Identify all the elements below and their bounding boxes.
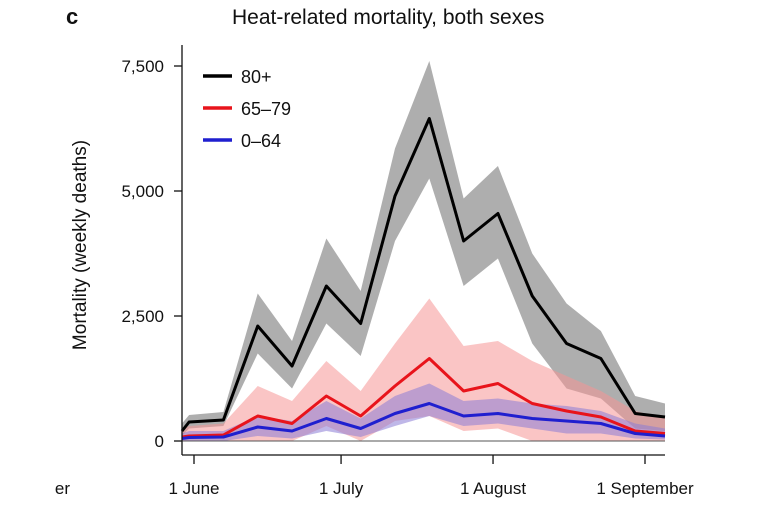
y-tick-label: 5,000	[121, 182, 164, 201]
legend: 80+ 65–79 0–64	[203, 67, 291, 151]
x-tick-label: 1 July	[319, 479, 364, 498]
legend-label: 80+	[241, 67, 272, 87]
chart-title: Heat-related mortality, both sexes	[232, 6, 545, 29]
series-line-0	[180, 117, 666, 432]
y-tick-label: 0	[155, 432, 164, 451]
series-line-1	[181, 357, 666, 439]
panel-label: c	[66, 4, 79, 29]
legend-label: 0–64	[241, 131, 281, 151]
x-tick-label: 1 June	[168, 479, 219, 498]
axes: 0 2,500 5,000 7,500 er 1 June 1 July 1 August 1 …	[55, 45, 694, 498]
x-tick-label: 1 August	[460, 479, 526, 498]
x-tick-label: er	[55, 479, 70, 498]
y-tick-label: 7,500	[121, 57, 164, 76]
x-tick-label: 1 September	[596, 479, 694, 498]
series-line-2	[181, 402, 666, 440]
y-axis-title: Mortality (weekly deaths)	[70, 140, 91, 350]
legend-label: 65–79	[241, 99, 291, 119]
series-lines	[180, 117, 666, 440]
y-tick-label: 2,500	[121, 307, 164, 326]
